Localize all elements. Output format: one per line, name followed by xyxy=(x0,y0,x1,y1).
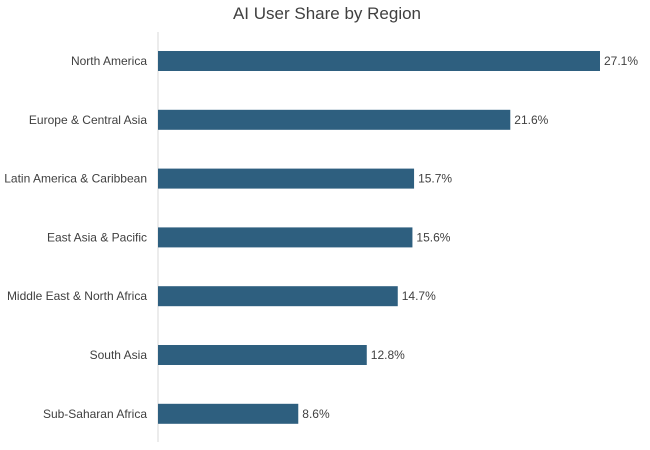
bar xyxy=(158,168,415,189)
data-label: 14.7% xyxy=(402,289,436,303)
category-label: North America xyxy=(71,54,147,68)
bar xyxy=(158,345,367,365)
category-label: Europe & Central Asia xyxy=(29,113,147,127)
category-label: Sub-Saharan Africa xyxy=(43,407,147,421)
category-label: East Asia & Pacific xyxy=(47,230,147,244)
chart-title: AI User Share by Region xyxy=(233,4,421,23)
bar xyxy=(158,403,299,424)
bar xyxy=(158,51,600,71)
category-label: Middle East & North Africa xyxy=(7,289,147,303)
category-label: Latin America & Caribbean xyxy=(4,172,147,186)
bar xyxy=(158,109,511,130)
bar xyxy=(158,227,413,248)
data-label: 12.8% xyxy=(371,348,405,362)
bars-group: North America 27.1% Europe & Central Asia 2… xyxy=(4,51,638,424)
category-label: South Asia xyxy=(90,348,148,362)
bar xyxy=(158,286,398,307)
data-label: 15.6% xyxy=(416,230,450,244)
data-label: 21.6% xyxy=(514,113,548,127)
data-label: 27.1% xyxy=(604,54,638,68)
data-label: 8.6% xyxy=(302,407,330,421)
data-label: 15.7% xyxy=(418,172,452,186)
